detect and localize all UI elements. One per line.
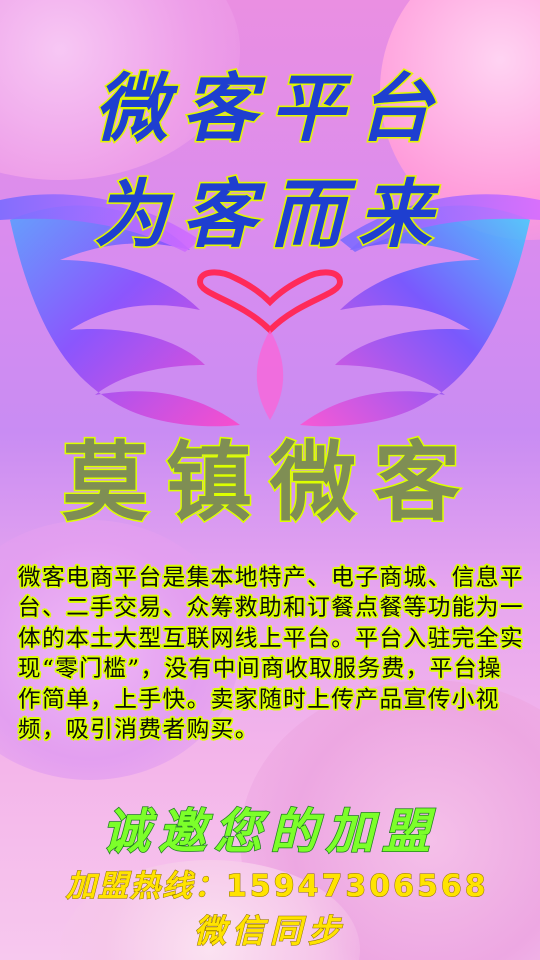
headline-line1: 微客平台	[93, 66, 446, 152]
heart-outline	[196, 269, 344, 335]
wechat-note: 微信同步	[193, 912, 346, 950]
description-text: 微客电商平台是集本地特产、电子商城、信息平台、二手交易、众筹救助和订餐点餐等功能…	[18, 565, 525, 744]
left-wing	[0, 194, 240, 427]
center-flame	[256, 330, 284, 420]
background-blob	[0, 520, 240, 780]
right-wing	[300, 194, 540, 427]
hotline: 加盟热线：15947306568	[66, 869, 516, 904]
invitation-heading: 诚邀您的加盟	[101, 804, 438, 860]
hotline-number[interactable]: 15947306568	[226, 869, 489, 904]
headline-line2: 为客而来	[93, 172, 446, 258]
brand-title: 莫镇微客	[61, 432, 478, 533]
heart-with-wings-icon	[0, 194, 540, 427]
hotline-label: 加盟热线：	[66, 869, 226, 904]
